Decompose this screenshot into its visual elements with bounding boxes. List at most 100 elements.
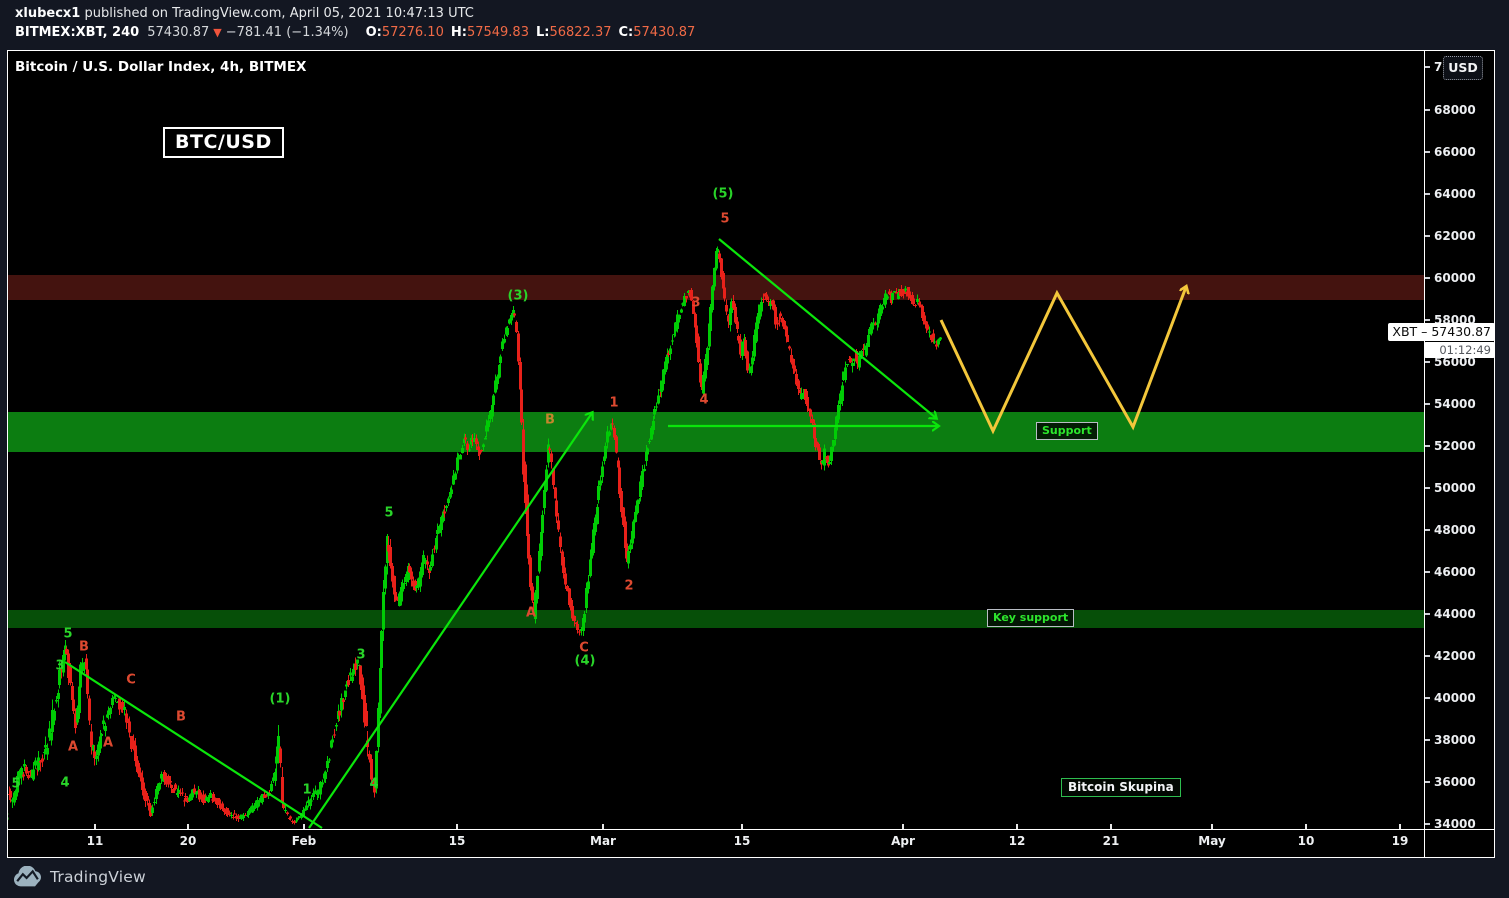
- wave-label-1[interactable]: 1: [302, 782, 312, 798]
- price-axis-separator: [1424, 50, 1425, 858]
- wave-label-B[interactable]: B: [176, 709, 186, 725]
- community-watermark-label[interactable]: Bitcoin Skupina: [1061, 778, 1181, 797]
- last-price: 57430.87: [147, 25, 210, 40]
- currency-toggle-button[interactable]: USD: [1443, 56, 1483, 80]
- wave-label-5[interactable]: 5: [720, 211, 730, 227]
- publish-text: published on TradingView.com, April 05, …: [80, 6, 474, 21]
- wave-label-5[interactable]: 5: [11, 776, 21, 792]
- price-tick-dash: [1425, 823, 1430, 825]
- ohlc-value: 57276.10: [381, 25, 444, 40]
- price-change: −781.41 (−1.34%): [225, 25, 349, 40]
- price-axis[interactable]: 7068000660006400062000600005800056000540…: [1425, 51, 1494, 831]
- time-tick-label: 10: [1297, 834, 1315, 848]
- candlestick-series: [8, 246, 942, 825]
- wave-label-C[interactable]: C: [126, 672, 136, 688]
- time-tick-dash: [303, 824, 305, 829]
- zone-key-support[interactable]: [8, 610, 1424, 628]
- wave-label-3[interactable]: 3: [691, 295, 701, 311]
- wave-label-A[interactable]: A: [102, 735, 114, 751]
- price-tick-label: 40000: [1434, 691, 1476, 705]
- time-tick-dash: [902, 824, 904, 829]
- ohlc-label: H:: [450, 25, 467, 40]
- wave-label-1[interactable]: 1: [609, 395, 619, 411]
- price-tick-dash: [1425, 697, 1430, 699]
- price-tick-dash: [1425, 739, 1430, 741]
- drawing-downtrend-line-jan[interactable]: [64, 661, 323, 829]
- price-tick-dash: [1425, 66, 1430, 68]
- time-tick-dash: [1110, 824, 1112, 829]
- wave-label-3[interactable]: 3: [356, 647, 366, 663]
- support-zone-label[interactable]: Support: [1036, 422, 1098, 440]
- time-tick-label: 19: [1391, 834, 1409, 848]
- price-tick-dash: [1425, 151, 1430, 153]
- ohlc-label: C:: [618, 25, 634, 40]
- time-tick-dash: [741, 824, 743, 829]
- price-tick-label: 38000: [1434, 733, 1476, 747]
- tradingview-brand-text: TradingView: [50, 868, 146, 886]
- author-name: xlubecx1: [15, 6, 81, 21]
- bar-countdown-label: 01:12:49: [1424, 342, 1495, 358]
- time-tick-label: Mar: [590, 834, 616, 848]
- time-tick-label: 21: [1102, 834, 1120, 848]
- price-tick-dash: [1425, 193, 1430, 195]
- price-tick-label: 46000: [1434, 565, 1476, 579]
- wave-label-1[interactable]: (1): [269, 691, 291, 707]
- time-tick-dash: [94, 824, 96, 829]
- key-support-zone-label[interactable]: Key support: [987, 609, 1075, 627]
- wave-label-A[interactable]: A: [67, 739, 79, 755]
- price-tick-label: 44000: [1434, 607, 1476, 621]
- time-tick-label: 12: [1008, 834, 1026, 848]
- price-tick-label: 54000: [1434, 397, 1476, 411]
- wave-label-2[interactable]: 2: [624, 578, 634, 594]
- ohlc-value: 57430.87: [633, 25, 696, 40]
- symbol-interval: BITMEX:XBT, 240: [15, 25, 140, 40]
- time-tick-dash: [602, 824, 604, 829]
- wave-label-5[interactable]: 5: [63, 626, 73, 642]
- time-axis-separator: [7, 829, 1495, 830]
- drawing-projection-zigzag[interactable]: [939, 287, 1186, 435]
- time-axis[interactable]: 11 20 Feb 15 Mar 15 Apr 12 21 May 10 19: [8, 830, 1424, 858]
- drawing-decline-arrow-mar[interactable]: [718, 238, 936, 418]
- symbol-watermark-box: BTC/USD: [163, 127, 284, 158]
- price-tick-dash: [1425, 361, 1430, 363]
- last-price-axis-label: XBT – 57430.87: [1388, 323, 1495, 341]
- tradingview-logo[interactable]: TradingView: [13, 866, 146, 888]
- wave-label-3[interactable]: 3: [8, 811, 10, 826]
- cloud-logo-icon: [13, 866, 41, 887]
- ohlc-value: 56822.37: [549, 25, 612, 40]
- drawing-impulse-arrow-feb[interactable]: [308, 413, 592, 829]
- snapshot-footer: TradingView: [0, 858, 1509, 898]
- down-triangle-icon: ▼: [213, 26, 222, 39]
- price-tick-dash: [1425, 403, 1430, 405]
- wave-label-4[interactable]: (4): [574, 653, 596, 669]
- wave-label-A[interactable]: A: [525, 605, 537, 621]
- price-tick-label: 48000: [1434, 523, 1476, 537]
- time-tick-dash: [1399, 824, 1401, 829]
- price-tick-label: 42000: [1434, 649, 1476, 663]
- price-tick-dash: [1425, 613, 1430, 615]
- ohlc-label: O:: [365, 25, 382, 40]
- wave-label-4[interactable]: 4: [699, 392, 709, 408]
- wave-label-4[interactable]: 4: [369, 776, 379, 792]
- wave-label-3[interactable]: 3: [55, 658, 65, 674]
- price-tick-dash: [1425, 109, 1430, 111]
- wave-label-3[interactable]: (3): [507, 288, 529, 304]
- price-tick-dash: [1425, 571, 1430, 573]
- price-tick-label: 34000: [1434, 817, 1476, 831]
- time-tick-dash: [1211, 824, 1213, 829]
- price-tick-dash: [1425, 487, 1430, 489]
- price-tick-dash: [1425, 529, 1430, 531]
- price-tick-label: 62000: [1434, 229, 1476, 243]
- time-tick-dash: [456, 824, 458, 829]
- wave-label-B[interactable]: B: [545, 412, 555, 428]
- wave-label-5[interactable]: (5): [712, 186, 734, 202]
- wave-label-C[interactable]: C: [579, 640, 589, 656]
- price-tick-label: 56000: [1434, 355, 1476, 369]
- zone-support[interactable]: [8, 412, 1424, 452]
- wave-label-4[interactable]: 4: [60, 775, 70, 791]
- wave-label-B[interactable]: B: [79, 639, 89, 655]
- candlestick-chart: [8, 238, 1424, 829]
- wave-label-5[interactable]: 5: [384, 505, 394, 521]
